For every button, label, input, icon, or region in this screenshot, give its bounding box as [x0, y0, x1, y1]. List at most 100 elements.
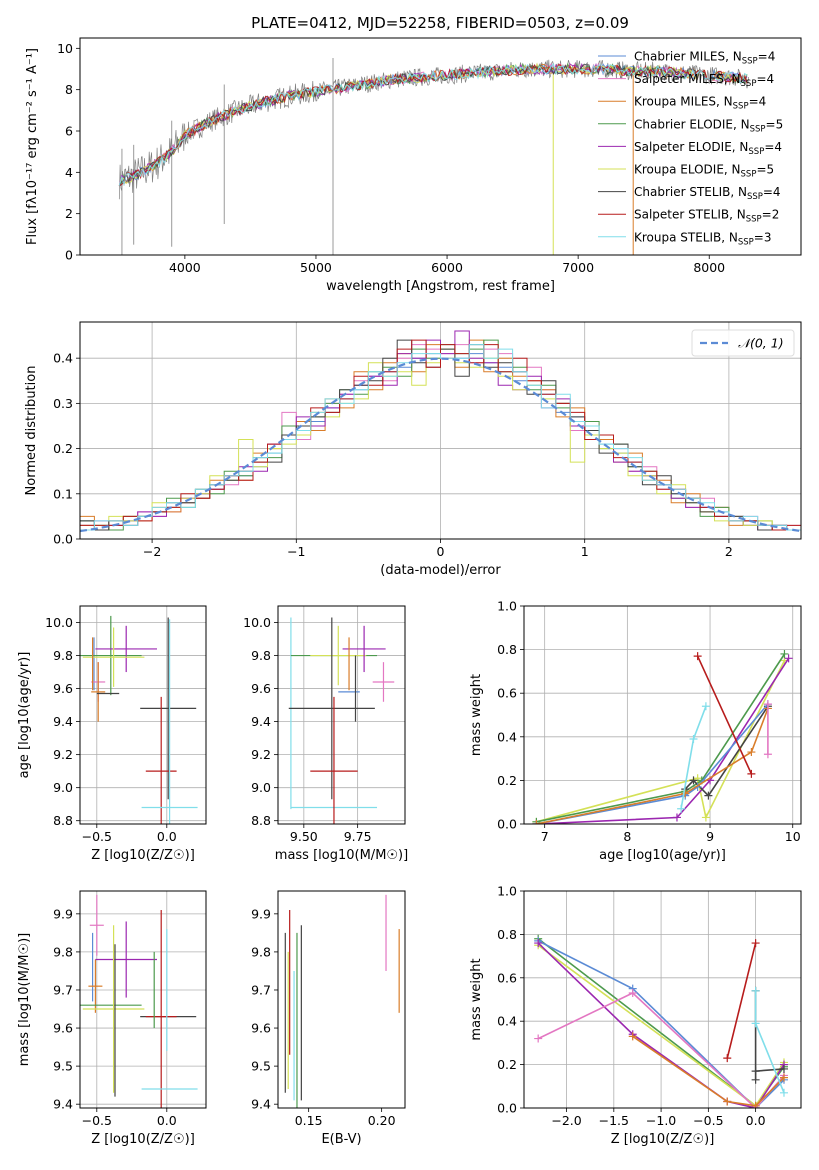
- residuals-xlabel: (data-model)/error: [380, 563, 501, 578]
- age-vs-weight-ytick-label: 0.0: [497, 817, 517, 832]
- age-vs-weight-ytick-label: 0.8: [497, 642, 517, 657]
- z-vs-mass-ytick-label: 9.7: [53, 982, 73, 997]
- age-vs-weight-xlabel: age [log10(age/yr)]: [599, 848, 726, 863]
- figure-title: PLATE=0412, MJD=52258, FIBERID=0503, z=0…: [251, 14, 629, 32]
- z-vs-weight-ytick-label: 0.0: [497, 1101, 517, 1116]
- z-vs-weight-xtick-label: −1.0: [646, 1113, 676, 1128]
- weight-marker: [677, 804, 686, 813]
- legend-label: Salpeter MILES, NSSP=4: [634, 72, 774, 89]
- residuals-ytick-label: 0.1: [53, 486, 73, 501]
- legend-label: Salpeter STELIB, NSSP=2: [634, 208, 779, 225]
- z-vs-weight-ytick-label: 0.8: [497, 927, 517, 942]
- ebv-vs-mass-ytick-label: 9.6: [251, 1021, 271, 1036]
- z-vs-mass-xtick-label: −0.5: [82, 1113, 112, 1128]
- ebv-vs-mass-ytick-label: 9.4: [251, 1097, 271, 1112]
- weight-line: [754, 990, 785, 1080]
- mass-vs-age-ytick-label: 9.6: [251, 681, 271, 696]
- residual-histogram-step: [80, 344, 801, 539]
- ebv-vs-mass-ytick-label: 9.5: [251, 1059, 271, 1074]
- legend-label: Salpeter ELODIE, NSSP=4: [634, 140, 782, 157]
- weight-marker: [779, 1073, 788, 1082]
- weight-marker: [784, 654, 793, 663]
- age-vs-weight-xtick-label: 9: [706, 829, 714, 844]
- z-vs-mass-xtick-label: 0.0: [157, 1113, 177, 1128]
- spectrum-xtick-label: 6000: [431, 260, 463, 275]
- residuals-axes-frame: [79, 321, 802, 540]
- age-vs-weight-plot-area: [532, 649, 793, 824]
- age-vs-weight-xtick-label: 10: [785, 829, 801, 844]
- weight-line: [536, 708, 769, 824]
- weight-line: [537, 940, 785, 1108]
- ebv-vs-mass-xlabel: E(B-V): [321, 1132, 361, 1147]
- residuals-ylabel: Normed distribution: [24, 366, 39, 496]
- mass-vs-age-axes-frame: [277, 605, 406, 825]
- z-vs-age-ytick-label: 10.0: [45, 615, 73, 630]
- residuals-xtick-label: 0: [437, 544, 445, 559]
- weight-line: [632, 1035, 785, 1107]
- weight-marker: [751, 986, 760, 995]
- spectrum-xtick-label: 5000: [300, 260, 332, 275]
- spectrum-xtick-label: 8000: [693, 260, 725, 275]
- residuals-xtick-label: −1: [287, 544, 305, 559]
- legend-label: Chabrier ELODIE, NSSP=5: [634, 117, 783, 134]
- z-vs-age-axes-frame: [79, 605, 207, 825]
- weight-line: [684, 705, 769, 797]
- z-vs-mass-ytick-label: 9.9: [53, 906, 73, 921]
- z-vs-weight-ytick-label: 0.2: [497, 1057, 517, 1072]
- weight-marker: [751, 939, 760, 948]
- spectrum-xlabel: wavelength [Angstrom, rest frame]: [326, 279, 555, 294]
- z-vs-mass-ytick-label: 9.8: [53, 944, 73, 959]
- weight-marker: [672, 813, 681, 822]
- mass-vs-age-xlabel: mass [log10(M/M☉)]: [275, 848, 408, 863]
- age-vs-weight-xtick-label: 8: [623, 829, 631, 844]
- weight-marker: [747, 769, 756, 778]
- weight-marker: [693, 774, 702, 783]
- z-vs-age-ytick-label: 9.6: [53, 681, 73, 696]
- weight-marker: [751, 1101, 760, 1108]
- weight-marker: [723, 1054, 732, 1063]
- z-vs-age-ytick-label: 8.8: [53, 813, 73, 828]
- z-vs-weight-ylabel: mass weight: [469, 958, 484, 1040]
- residuals-ytick-label: 0.3: [53, 396, 73, 411]
- weight-marker: [534, 1034, 543, 1043]
- z-vs-weight-xtick-label: −0.5: [693, 1113, 723, 1128]
- z-vs-weight-xlabel: Z [log10(Z/Z☉)]: [611, 1132, 715, 1147]
- z-vs-age-xtick-label: −0.5: [82, 829, 112, 844]
- z-vs-age-ytick-label: 9.0: [53, 780, 73, 795]
- spectrum-axes-frame: [79, 37, 802, 256]
- z-vs-age-ylabel: age [log10(age/yr)]: [17, 652, 32, 779]
- z-vs-mass-ytick-label: 9.4: [53, 1097, 73, 1112]
- legend-label: Kroupa STELIB, NSSP=3: [634, 230, 772, 247]
- age-vs-weight-axes-frame: [523, 605, 802, 825]
- ebv-vs-mass-axes-frame: [277, 890, 406, 1109]
- residuals-xtick-label: 2: [725, 544, 733, 559]
- weight-marker: [681, 789, 690, 798]
- spectrum-plot-area: [118, 58, 749, 255]
- weight-marker: [689, 776, 698, 785]
- weight-marker: [780, 649, 789, 658]
- z-vs-mass-axes-frame: [79, 890, 207, 1109]
- weight-marker: [534, 939, 543, 948]
- z-vs-mass-ytick-label: 9.6: [53, 1021, 73, 1036]
- ebv-vs-mass-xtick-label: 0.20: [368, 1113, 396, 1128]
- mass-vs-age-ytick-label: 10.0: [243, 615, 271, 630]
- weight-marker: [701, 702, 710, 711]
- spectrum-ylabel: Flux [fλ10⁻¹⁷ erg cm⁻² s⁻¹ A⁻¹]: [25, 48, 40, 245]
- z-vs-weight-xtick-label: 0.0: [746, 1113, 766, 1128]
- model-spectrum-line: [119, 64, 748, 187]
- age-vs-weight-ytick-label: 0.6: [497, 686, 517, 701]
- spectrum-ytick-label: 8: [65, 82, 73, 97]
- weight-marker: [779, 1088, 788, 1097]
- z-vs-age-ytick-label: 9.4: [53, 714, 73, 729]
- weight-marker: [779, 1064, 788, 1073]
- weight-marker: [747, 748, 756, 757]
- mass-vs-age-ytick-label: 9.2: [251, 747, 271, 762]
- z-vs-weight-plot-area: [534, 934, 788, 1108]
- z-vs-weight-axes-frame: [523, 890, 802, 1109]
- legend-label: Chabrier STELIB, NSSP=4: [634, 185, 781, 202]
- residuals-ytick-label: 0.2: [53, 441, 73, 456]
- mass-vs-age-xtick-label: 9.50: [290, 829, 318, 844]
- spectrum-xtick-label: 4000: [169, 260, 201, 275]
- residuals-xtick-label: 1: [581, 544, 589, 559]
- weight-marker: [723, 1097, 732, 1106]
